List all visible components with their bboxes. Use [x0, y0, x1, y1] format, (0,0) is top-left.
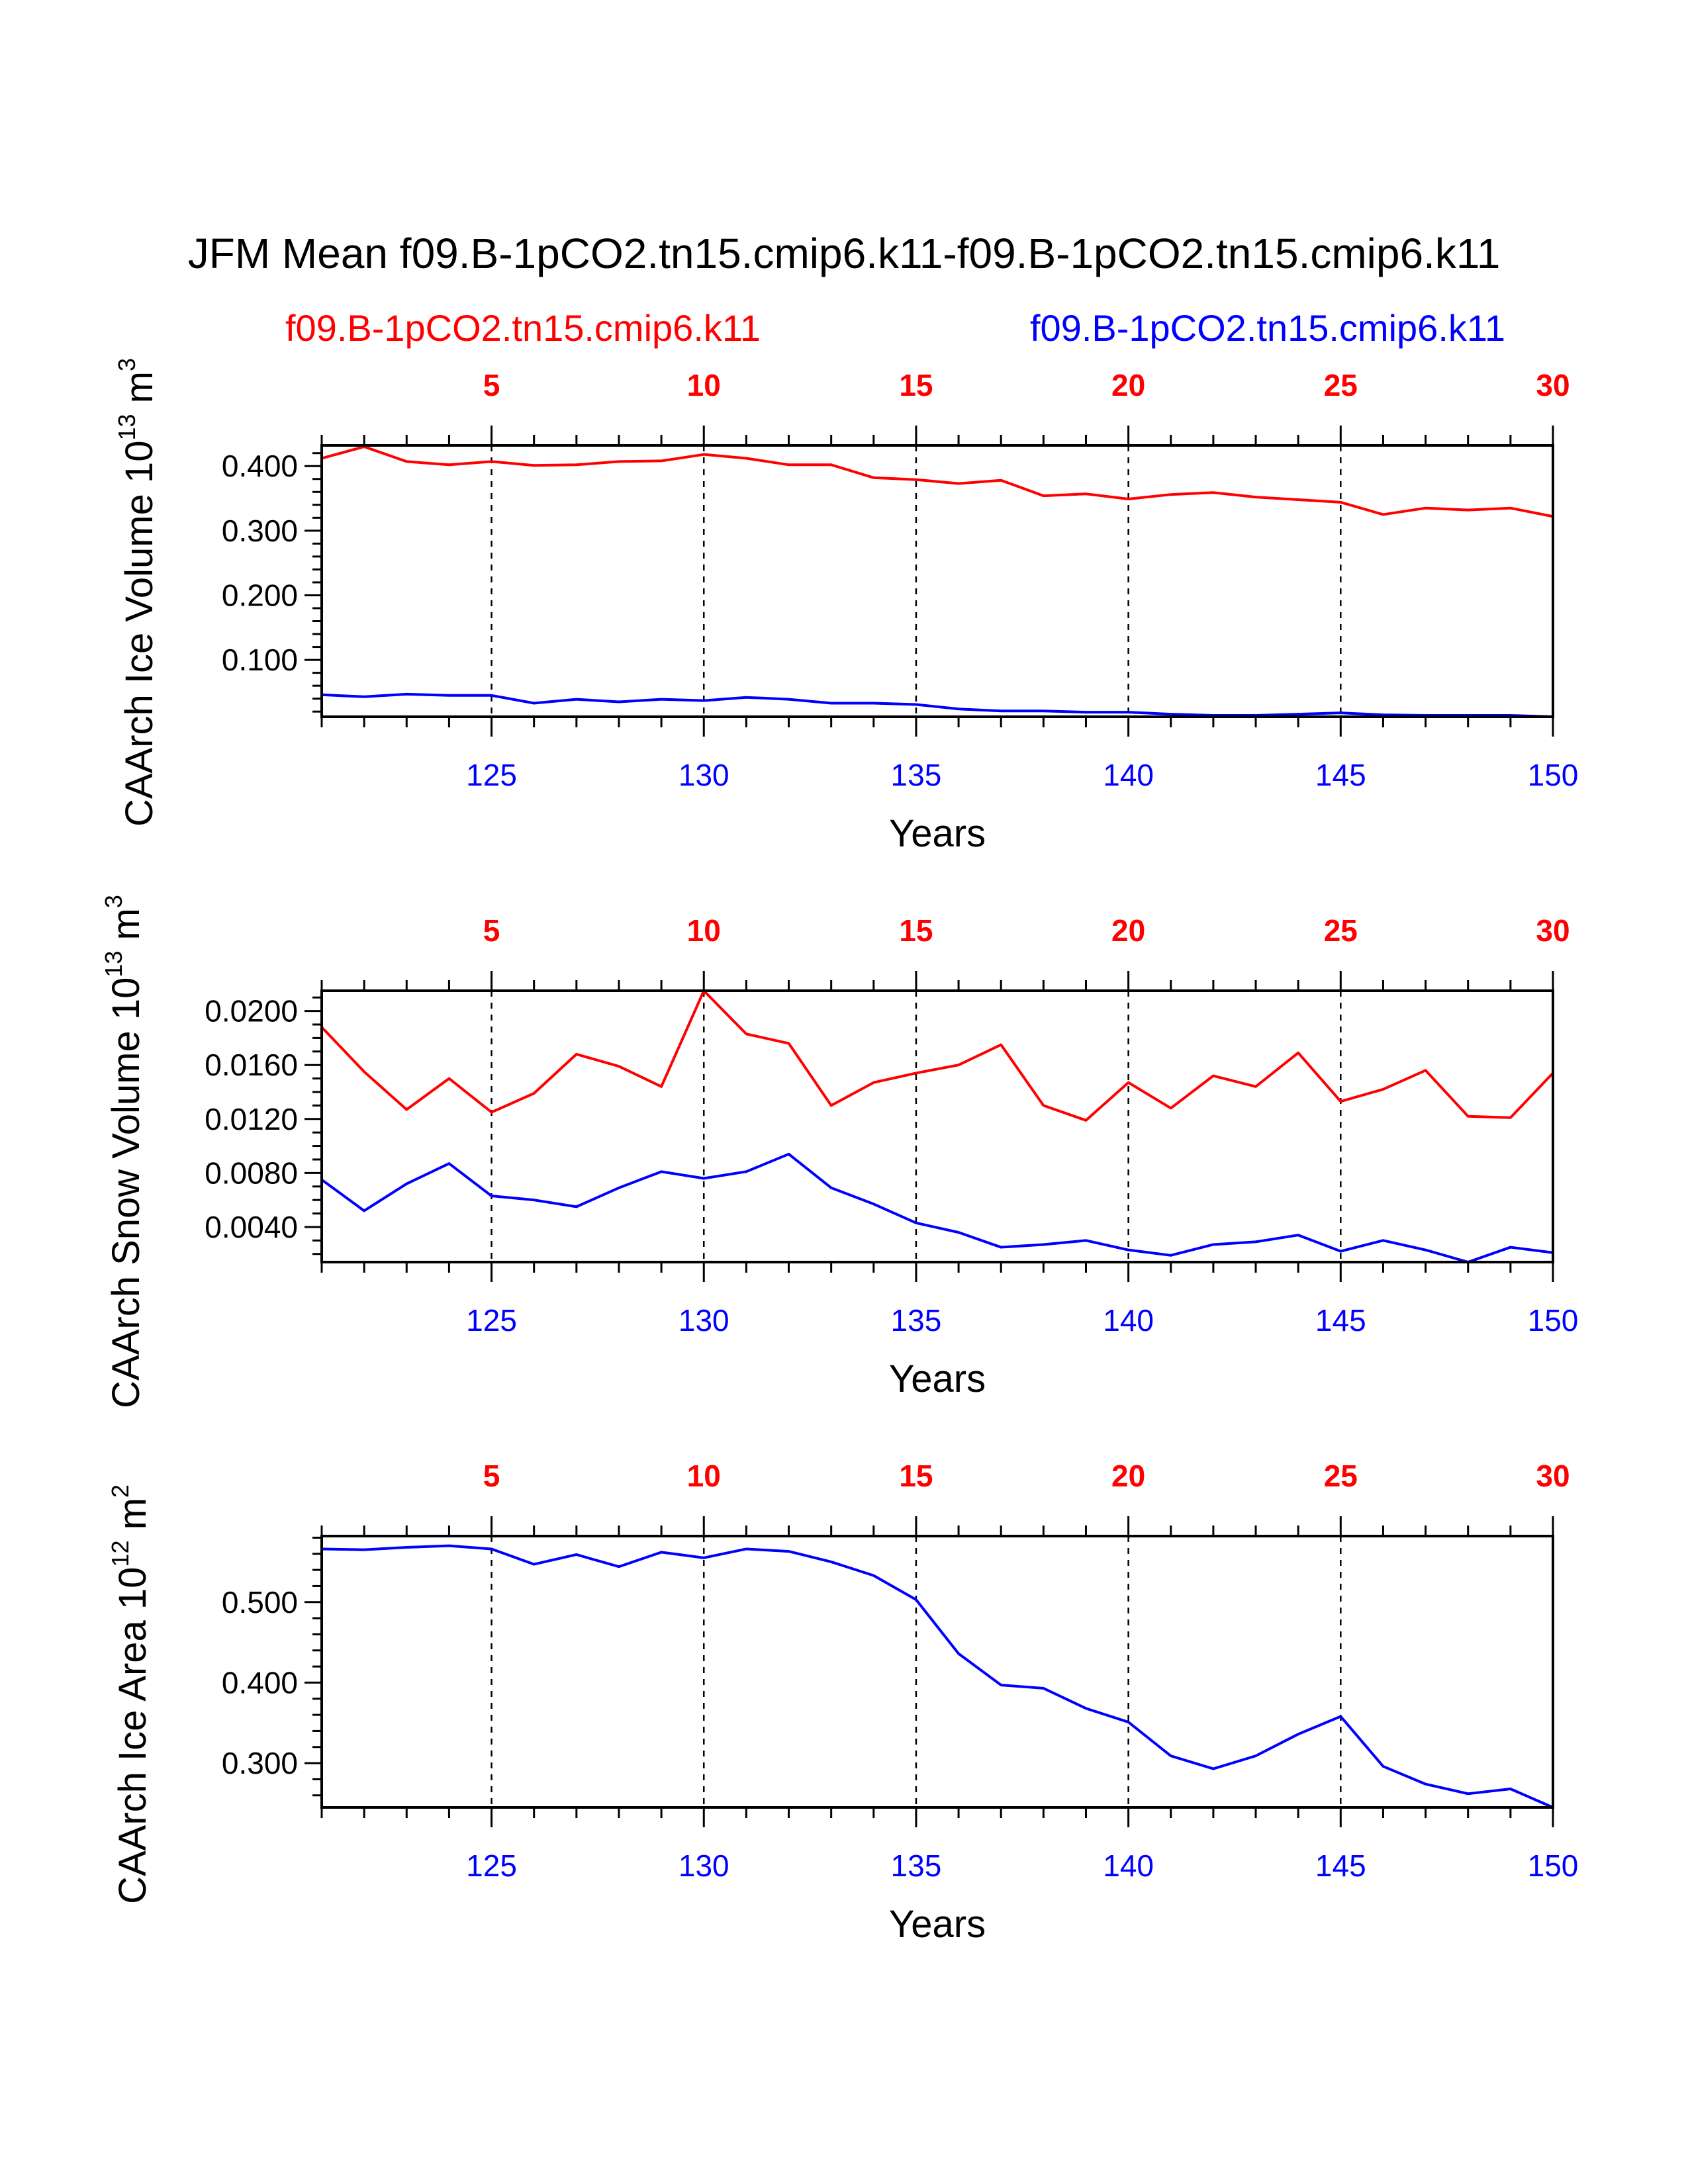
- x-bottom-tick-label: 150: [1528, 758, 1579, 792]
- y-axis-label-part-4: 2: [107, 1484, 134, 1498]
- y-axis-label-part-3: m: [105, 908, 148, 950]
- series-line-red: [321, 445, 1554, 518]
- plot-frame: [320, 1535, 1554, 1809]
- y-tick-label: 0.0040: [205, 1210, 298, 1244]
- legend-label-blue: f09.B-1pCO2.tn15.cmip6.k11: [1030, 307, 1505, 349]
- x-bottom-tick-label: 140: [1103, 1848, 1154, 1883]
- y-tick-label: 0.0200: [205, 994, 298, 1028]
- series-line-blue: [320, 1152, 1554, 1263]
- y-axis-label-part-3: m: [118, 371, 161, 414]
- x-axis-label: Years: [889, 1357, 986, 1400]
- plot-frame: [320, 989, 1554, 1263]
- x-top-tick-label: 20: [1111, 1459, 1145, 1493]
- x-bottom-tick-label: 135: [891, 1303, 942, 1338]
- series-line-blue: [321, 1544, 1554, 1809]
- x-top-tick-label: 20: [1111, 368, 1145, 402]
- y-tick-label: 0.300: [222, 514, 298, 548]
- legend-label-red: f09.B-1pCO2.tn15.cmip6.k11: [285, 307, 761, 349]
- y-axis-label-part-4: 3: [113, 358, 140, 371]
- y-axis-label-part-2: 13: [100, 951, 127, 978]
- x-bottom-tick-label: 140: [1103, 1303, 1154, 1338]
- x-top-tick-label: 30: [1536, 368, 1570, 402]
- x-top-tick-label: 5: [483, 1459, 500, 1493]
- y-tick-label: 0.400: [222, 449, 298, 483]
- x-bottom-tick-label: 125: [466, 1303, 517, 1338]
- series-line-blue: [321, 692, 1554, 718]
- y-tick-label: 0.200: [222, 578, 298, 612]
- x-bottom-tick-label: 130: [679, 758, 729, 792]
- x-top-tick-label: 20: [1111, 913, 1145, 948]
- y-axis-label-part-1: CAArch Ice Volume 10: [118, 441, 161, 827]
- x-bottom-tick-label: 145: [1315, 1848, 1366, 1883]
- x-top-tick-label: 15: [899, 913, 933, 948]
- x-top-tick-label: 25: [1324, 368, 1358, 402]
- y-axis-label: CAArch Snow Volume 1013 m3: [100, 895, 148, 1408]
- x-bottom-tick-label: 130: [679, 1848, 729, 1883]
- y-axis-label-part-2: 13: [113, 414, 140, 440]
- x-top-tick-label: 15: [899, 368, 933, 402]
- x-top-tick-label: 5: [483, 913, 500, 948]
- x-top-tick-label: 10: [687, 368, 721, 402]
- y-tick-label: 0.500: [222, 1585, 298, 1619]
- plot-frame: [320, 444, 1554, 718]
- x-top-tick-label: 10: [687, 1459, 721, 1493]
- y-axis-label-part-2: 12: [107, 1541, 134, 1567]
- figure-title: JFM Mean f09.B-1pCO2.tn15.cmip6.k11-f09.…: [188, 230, 1501, 277]
- x-top-tick-label: 15: [899, 1459, 933, 1493]
- y-axis-label: CAArch Ice Area 1012 m2: [107, 1484, 154, 1904]
- x-bottom-tick-label: 135: [891, 1848, 942, 1883]
- y-axis-label-part-3: m: [111, 1498, 154, 1540]
- y-axis-label-part-1: CAArch Snow Volume 10: [105, 978, 148, 1408]
- y-tick-label: 0.0160: [205, 1048, 298, 1082]
- x-bottom-tick-label: 150: [1528, 1303, 1579, 1338]
- y-axis-label-part-4: 3: [100, 895, 127, 908]
- x-top-tick-label: 5: [483, 368, 500, 402]
- x-bottom-tick-label: 130: [679, 1303, 729, 1338]
- y-tick-label: 0.400: [222, 1665, 298, 1700]
- x-top-tick-label: 10: [687, 913, 721, 948]
- x-top-tick-label: 25: [1324, 1459, 1358, 1493]
- x-axis-label: Years: [889, 812, 986, 855]
- x-top-tick-label: 30: [1536, 1459, 1570, 1493]
- y-tick-label: 0.0080: [205, 1156, 298, 1190]
- y-tick-label: 0.300: [222, 1746, 298, 1780]
- series-line-red: [320, 989, 1554, 1122]
- x-bottom-tick-label: 125: [466, 758, 517, 792]
- x-bottom-tick-label: 125: [466, 1848, 517, 1883]
- chart-3: 0.300 0.400 0.500 125 130 135 140 145 150 5 10 15 20…: [107, 1459, 1578, 1946]
- x-bottom-tick-label: 135: [891, 758, 942, 792]
- y-tick-label: 0.0120: [205, 1102, 298, 1136]
- x-axis-label: Years: [889, 1903, 986, 1946]
- x-bottom-tick-label: 150: [1528, 1848, 1579, 1883]
- x-top-tick-label: 25: [1324, 913, 1358, 948]
- chart-1: 0.100 0.200 0.300 0.400 125 130 135 140 145 150 5 1…: [113, 358, 1578, 855]
- y-axis-label: CAArch Ice Volume 1013 m3: [113, 358, 161, 827]
- x-bottom-tick-label: 140: [1103, 758, 1154, 792]
- x-bottom-tick-label: 145: [1315, 1303, 1366, 1338]
- x-bottom-tick-label: 145: [1315, 758, 1366, 792]
- y-tick-label: 0.100: [222, 643, 298, 677]
- y-axis-label-part-1: CAArch Ice Area 10: [111, 1567, 154, 1904]
- x-top-tick-label: 30: [1536, 913, 1570, 948]
